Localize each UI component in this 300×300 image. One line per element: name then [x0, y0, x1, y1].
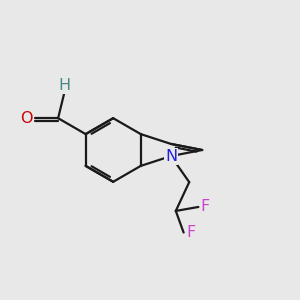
Text: O: O: [21, 111, 33, 126]
Text: F: F: [201, 200, 210, 214]
Text: N: N: [165, 148, 177, 164]
Text: F: F: [186, 225, 195, 240]
Text: H: H: [58, 78, 70, 93]
